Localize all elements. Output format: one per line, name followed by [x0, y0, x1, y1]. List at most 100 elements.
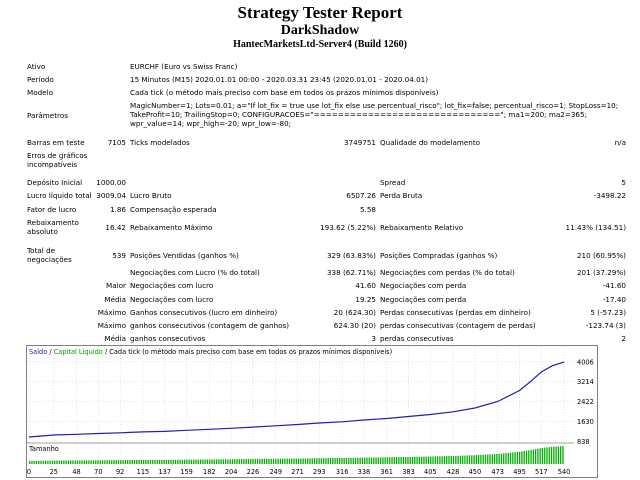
- volume-bar: [209, 459, 211, 464]
- volume-bar: [323, 458, 325, 464]
- volume-bar: [35, 460, 38, 464]
- volume-bar: [370, 457, 373, 464]
- volume-bar: [468, 455, 471, 464]
- volume-bar: [138, 460, 140, 464]
- volume-bar: [539, 448, 541, 464]
- volume-bar: [411, 456, 414, 464]
- volume-bar: [72, 460, 74, 464]
- volume-bar: [553, 446, 555, 464]
- bars-label: Barras em teste: [27, 138, 85, 147]
- volume-bar: [76, 460, 79, 464]
- volume-bar: [254, 459, 256, 464]
- volume-bar: [206, 459, 209, 464]
- volume-bar: [172, 459, 174, 464]
- volume-bar: [455, 455, 457, 464]
- volume-bar: [484, 454, 487, 464]
- rel-drawdown-label: Rebaixamento Relativo: [380, 223, 464, 232]
- max-drawdown-value: 193.62 (5.22%): [320, 223, 376, 232]
- volume-bar: [496, 453, 498, 464]
- volume-bar: [338, 457, 341, 464]
- volume-bar: [56, 460, 58, 464]
- volume-bar: [186, 459, 188, 464]
- volume-bar: [528, 450, 530, 464]
- volume-bar: [106, 460, 108, 464]
- volume-bar: [307, 458, 309, 464]
- volume-bar: [204, 459, 206, 464]
- volume-bar: [85, 460, 88, 464]
- x-tick-label: 540: [558, 468, 571, 476]
- volume-bar: [505, 453, 507, 464]
- x-tick-label: 48: [72, 468, 80, 476]
- volume-bar: [402, 457, 405, 464]
- volume-bar: [288, 458, 291, 464]
- largest-loss-value: -41.60: [602, 281, 626, 290]
- volume-bar: [231, 459, 234, 464]
- volume-bar: [409, 456, 411, 464]
- legend-separator-2: /: [103, 348, 109, 356]
- params-label: Parâmetros: [27, 111, 68, 120]
- x-tick-label: 450: [469, 468, 482, 476]
- volume-bar: [67, 460, 70, 464]
- volume-bar: [309, 458, 311, 464]
- volume-bar: [361, 457, 364, 464]
- x-tick-label: 338: [358, 468, 371, 476]
- volume-bar: [154, 459, 156, 464]
- x-tick-label: 249: [269, 468, 282, 476]
- volume-bar: [211, 459, 213, 464]
- volume-bar: [491, 454, 493, 464]
- volume-bar: [113, 460, 115, 464]
- volume-bar: [261, 458, 263, 464]
- volume-bar: [514, 452, 516, 464]
- volume-bar: [74, 460, 76, 464]
- volume-bar: [364, 457, 366, 464]
- volume-bars: [29, 446, 564, 464]
- volume-bar: [480, 454, 482, 464]
- volume-bar: [416, 456, 418, 464]
- x-tick-label: 495: [513, 468, 526, 476]
- params-line-2: TakeProfit=10; TrailingStop=0; CONFIGURA…: [130, 110, 588, 119]
- x-tick-label: 204: [225, 468, 238, 476]
- long-positions-label: Posições Compradas (ganhos %): [380, 251, 498, 260]
- max-cons-wins-label: Ganhos consecutivos (lucro em dinheiro): [130, 308, 278, 317]
- volume-bar: [49, 460, 51, 464]
- volume-bar: [443, 456, 446, 464]
- volume-bar: [295, 458, 297, 464]
- volume-bar: [389, 457, 391, 464]
- abs-drawdown-value: 16.42: [105, 223, 126, 232]
- volume-bar: [63, 460, 65, 464]
- volume-bar: [489, 454, 491, 464]
- volume-bar: [225, 459, 227, 464]
- legend-description: Cada tick (o método mais preciso com bas…: [109, 348, 392, 356]
- volume-bar: [40, 460, 42, 464]
- volume-bar: [170, 459, 172, 464]
- volume-bar: [482, 454, 484, 464]
- max-cons-profit-value: 624.30 (20): [333, 321, 376, 330]
- volume-bar: [108, 460, 111, 464]
- legend-balance: Saldo: [29, 348, 47, 356]
- volume-bar: [92, 460, 95, 464]
- volume-bar: [240, 459, 243, 464]
- max-cons-wins-value: 20 (624.30): [333, 308, 376, 317]
- volume-bar: [188, 459, 190, 464]
- x-tick-label: 182: [203, 468, 216, 476]
- volume-bar: [313, 458, 316, 464]
- largest-profit-value: 41.60: [355, 281, 376, 290]
- volume-bar: [54, 460, 56, 464]
- avg-cons-losses-value: 2: [621, 334, 626, 343]
- volume-bar: [190, 459, 193, 464]
- volume-bar: [391, 457, 393, 464]
- volume-bar: [407, 456, 409, 464]
- volume-bar: [149, 459, 152, 464]
- volume-bar: [181, 459, 183, 464]
- volume-bar: [541, 447, 544, 464]
- volume-bar: [101, 460, 104, 464]
- quality-value: n/a: [614, 138, 626, 147]
- net-profit-label: Lucro líquido total: [27, 191, 92, 200]
- volume-bar: [523, 451, 525, 464]
- volume-bar: [341, 457, 343, 464]
- profit-trades-value: 338 (62.71%): [326, 268, 376, 277]
- volume-bar: [336, 458, 338, 464]
- average-label-2: Média: [104, 334, 126, 343]
- volume-bar: [250, 459, 252, 464]
- max-cons-loss-label: perdas consecutivas (contagem de perdas): [380, 321, 536, 330]
